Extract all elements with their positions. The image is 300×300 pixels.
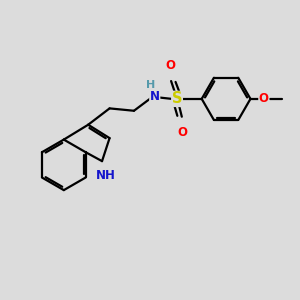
Text: N: N xyxy=(150,90,160,103)
Text: H: H xyxy=(146,80,155,90)
Text: O: O xyxy=(177,126,188,139)
Text: NH: NH xyxy=(96,169,116,182)
Text: S: S xyxy=(172,92,182,106)
Text: O: O xyxy=(166,59,176,72)
Text: O: O xyxy=(259,92,269,105)
